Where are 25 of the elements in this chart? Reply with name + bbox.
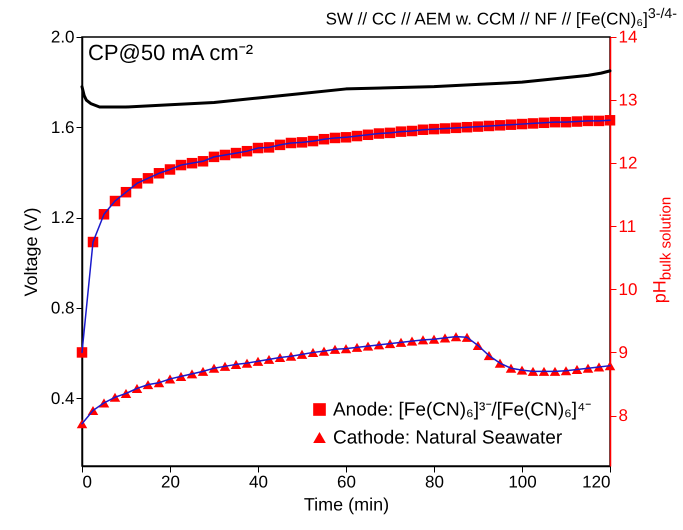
y2-tick-label: 14: [618, 28, 638, 46]
y2-tick-label: 9: [618, 342, 628, 362]
x-tick-label: 0: [82, 472, 92, 492]
x-tick-label: 20: [161, 472, 180, 492]
y-tick-label: 0.4: [50, 388, 74, 408]
x-tick-label: 80: [425, 472, 444, 492]
x-axis-title: Time (min): [304, 494, 390, 514]
chart-title: SW // CC // AEM w. CCM // NF // [Fe(CN)₆]$^{3-/4-}$: [326, 6, 677, 30]
y-tick-label: 2.0: [50, 28, 74, 46]
legend-label: Anode: [Fe(CN)₆]³⁻/[Fe(CN)₆]⁴⁻: [333, 400, 592, 420]
y2-tick-label: 13: [618, 90, 638, 110]
x-tick-label: 40: [249, 472, 268, 492]
y2-tick-label: 12: [618, 154, 638, 173]
y2-tick-label: 10: [618, 280, 638, 299]
y2-tick-label: 11: [618, 216, 636, 236]
x-tick-label: 120: [582, 472, 610, 492]
y-axis-title: Voltage (V): [20, 207, 41, 297]
y-tick-label: 1.6: [50, 118, 74, 137]
x-tick-label: 100: [508, 472, 537, 492]
y-tick-label: 0.8: [50, 298, 74, 318]
annotation: CP@50 mA cm⁻²: [88, 40, 254, 65]
y2-tick-label: 8: [618, 406, 628, 426]
x-tick-label: 60: [337, 472, 356, 492]
legend-label: Cathode: Natural Seawater: [333, 428, 563, 448]
y-tick-label: 1.2: [50, 208, 74, 228]
